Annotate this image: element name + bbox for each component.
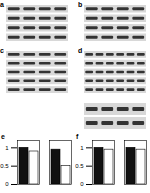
html-text:a: a xyxy=(0,1,4,8)
html-text:f: f xyxy=(76,133,79,140)
svg-text:0: 0 xyxy=(5,181,9,187)
svg-text:1: 1 xyxy=(80,145,84,151)
html-text:e: e xyxy=(1,133,5,140)
svg-text:0.5: 0.5 xyxy=(75,163,84,169)
svg-text:0: 0 xyxy=(80,181,84,187)
html-text:c: c xyxy=(0,47,4,54)
svg-text:1: 1 xyxy=(5,145,9,151)
html-text:d: d xyxy=(78,47,83,54)
html-text:b: b xyxy=(78,1,83,8)
svg-text:0.5: 0.5 xyxy=(0,163,9,169)
